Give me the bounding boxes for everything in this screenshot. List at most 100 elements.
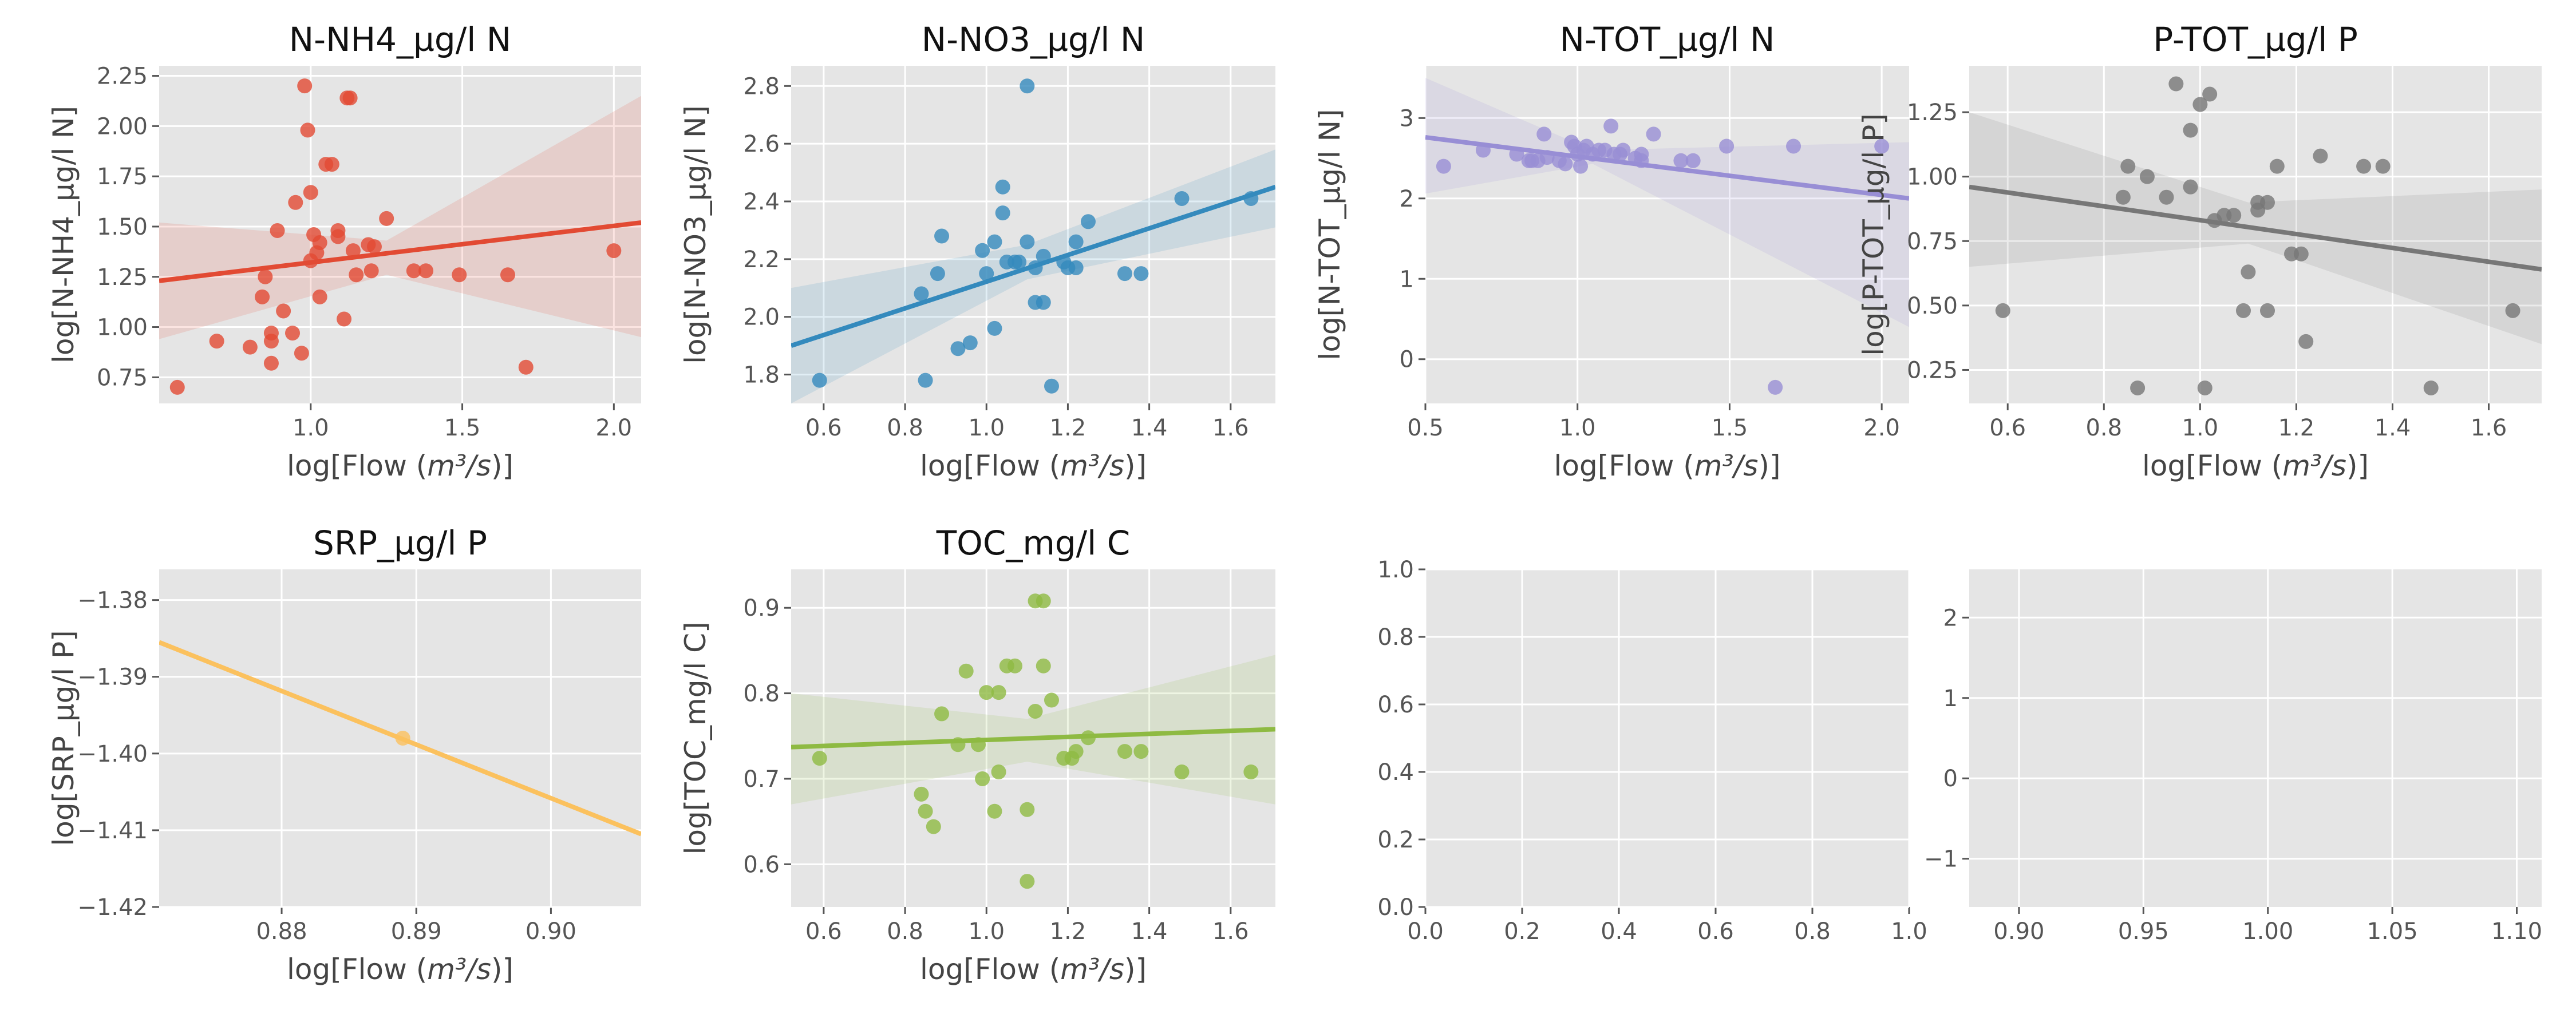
data-point bbox=[452, 267, 467, 283]
data-point bbox=[379, 211, 394, 226]
y-tick-label: 1 bbox=[1400, 266, 1414, 292]
data-point bbox=[1615, 142, 1631, 158]
x-tick-label: 1.6 bbox=[1212, 918, 1249, 945]
plot-area bbox=[159, 66, 641, 403]
data-point bbox=[1044, 378, 1059, 394]
x-axis-label: log[Flow (m³/s)] bbox=[2142, 449, 2369, 482]
data-point bbox=[2423, 380, 2439, 395]
x-tick-label: 1.2 bbox=[2278, 415, 2315, 441]
plot-marks bbox=[1969, 76, 2542, 395]
data-point bbox=[263, 355, 279, 371]
data-point bbox=[1719, 138, 1735, 154]
subplot-title: N-TOT_µg/l N bbox=[1560, 20, 1775, 59]
y-tick-label: 2.6 bbox=[743, 131, 780, 157]
x-tick-label: 0.89 bbox=[391, 918, 442, 945]
y-tick-label: 0.6 bbox=[1377, 692, 1414, 718]
x-tick-label: 1.00 bbox=[2242, 918, 2293, 945]
data-point bbox=[285, 326, 301, 341]
data-point bbox=[1874, 138, 1890, 154]
data-point bbox=[418, 263, 434, 279]
data-point bbox=[926, 819, 941, 834]
data-point bbox=[914, 286, 929, 302]
data-point bbox=[812, 751, 827, 766]
data-point bbox=[242, 339, 258, 355]
y-tick-label: 0.9 bbox=[743, 595, 780, 621]
data-point bbox=[1020, 874, 1035, 889]
y-tick-label: 1.25 bbox=[1907, 100, 1958, 126]
x-axis-label: log[Flow (m³/s)] bbox=[920, 449, 1147, 482]
data-point bbox=[2260, 303, 2275, 318]
data-point bbox=[518, 359, 534, 375]
data-point bbox=[2139, 169, 2155, 184]
subplot-1: 1.0 1.5 2.0 0.75 1.00 1.25 1.50 1.75 2.00 2.25 N-N… bbox=[47, 20, 641, 482]
y-tick-label: −1.42 bbox=[77, 894, 148, 921]
y-tick-label: −1 bbox=[1924, 846, 1958, 873]
subplot-title: SRP_µg/l P bbox=[313, 524, 487, 562]
data-point bbox=[1133, 744, 1149, 759]
data-point bbox=[209, 334, 224, 349]
data-point bbox=[1995, 303, 2010, 318]
data-point bbox=[366, 239, 382, 255]
y-tick-label: 0.4 bbox=[1377, 759, 1414, 786]
regression-line bbox=[159, 220, 641, 283]
y-tick-label: 1.0 bbox=[1377, 557, 1414, 583]
data-point bbox=[987, 803, 1002, 819]
y-tick-label: 1.00 bbox=[97, 315, 148, 341]
data-point bbox=[169, 379, 185, 395]
y-tick-label: −1.38 bbox=[77, 588, 148, 614]
data-point bbox=[1536, 126, 1552, 142]
data-point bbox=[1133, 266, 1149, 282]
data-point bbox=[297, 78, 313, 94]
data-point bbox=[812, 373, 827, 388]
y-axis-label: log[N-TOT_µg/l N] bbox=[1313, 109, 1346, 360]
x-axis-label: log[Flow (m³/s)] bbox=[1554, 449, 1781, 482]
data-point bbox=[263, 334, 279, 349]
x-tick-label: 0.90 bbox=[526, 918, 576, 945]
y-tick-label: 0.7 bbox=[743, 766, 780, 793]
data-point bbox=[934, 706, 950, 722]
data-point bbox=[2115, 189, 2131, 205]
data-point bbox=[294, 346, 309, 361]
data-point bbox=[1036, 295, 1051, 310]
data-point bbox=[1768, 379, 1783, 395]
confidence-band bbox=[159, 96, 641, 339]
data-point bbox=[330, 229, 346, 244]
y-tick-label: 0.2 bbox=[1377, 827, 1414, 853]
x-tick-label: 2.0 bbox=[596, 415, 633, 441]
y-tick-label: 1.00 bbox=[1907, 164, 1958, 191]
data-point bbox=[1673, 153, 1689, 168]
x-tick-label: 2.0 bbox=[1863, 415, 1900, 441]
data-point bbox=[324, 157, 339, 172]
data-point bbox=[1068, 744, 1084, 759]
data-point bbox=[1020, 234, 1035, 249]
data-point bbox=[1036, 658, 1051, 674]
confidence-band bbox=[791, 655, 1275, 805]
data-point bbox=[987, 234, 1002, 249]
x-tick-label: 0.4 bbox=[1601, 918, 1637, 945]
plot-marks bbox=[1425, 78, 1909, 395]
data-point bbox=[1786, 138, 1801, 154]
x-tick-label: 0.8 bbox=[1794, 918, 1831, 945]
y-tick-label: 1.25 bbox=[97, 264, 148, 291]
x-tick-label: 1.0 bbox=[1559, 415, 1596, 441]
y-tick-label: 0.6 bbox=[743, 851, 780, 878]
data-point bbox=[2192, 97, 2208, 112]
x-tick-label: 1.4 bbox=[1131, 415, 1168, 441]
x-tick-label: 0.8 bbox=[887, 918, 923, 945]
data-point bbox=[950, 341, 966, 356]
data-point bbox=[312, 235, 327, 251]
y-tick-label: 0.8 bbox=[1377, 624, 1414, 651]
x-axis-label: log[Flow (m³/s)] bbox=[920, 953, 1147, 986]
regression-line bbox=[1425, 135, 1909, 201]
data-point bbox=[364, 263, 379, 279]
y-tick-label: 0.25 bbox=[1907, 357, 1958, 383]
data-point bbox=[342, 90, 358, 106]
data-point bbox=[914, 786, 929, 802]
data-point bbox=[1036, 593, 1051, 609]
data-point bbox=[918, 803, 933, 819]
subplot-8: 0.90 0.95 1.00 1.05 1.10 −1 0 1 2 bbox=[1924, 569, 2542, 945]
x-tick-label: 0.2 bbox=[1504, 918, 1540, 945]
y-tick-label: 0.75 bbox=[97, 365, 148, 391]
data-point bbox=[2269, 159, 2285, 174]
x-tick-label: 0.0 bbox=[1407, 918, 1444, 945]
